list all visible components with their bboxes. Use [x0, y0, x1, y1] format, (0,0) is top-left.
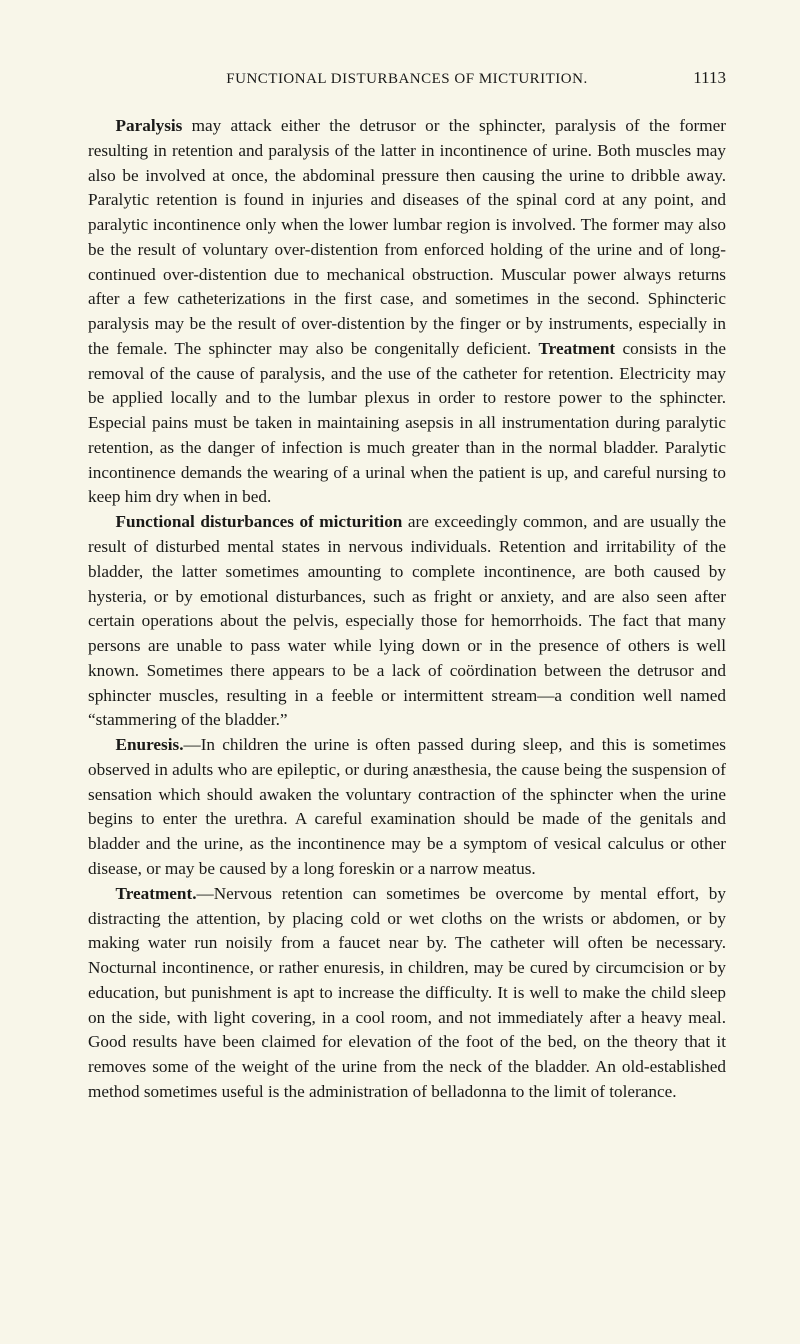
body-enuresis: —In children the urine is often passed d…	[88, 735, 726, 878]
running-head: FUNCTIONAL DISTURBANCES OF MICTURITION. …	[88, 68, 726, 88]
lead-functional: Functional disturbances of micturition	[116, 512, 403, 531]
running-title: FUNCTIONAL DISTURBANCES OF MICTURITION.	[148, 71, 666, 88]
paragraph-treatment: Treatment.—Nervous retention can sometim…	[88, 882, 726, 1105]
paragraph-paralysis: Paralysis may attack either the detrusor…	[88, 114, 726, 510]
paragraph-functional: Functional disturbances of micturition a…	[88, 510, 726, 733]
lead-paralysis: Paralysis	[116, 116, 183, 135]
paragraph-enuresis: Enuresis.—In children the urine is often…	[88, 733, 726, 882]
body-paralysis-2: consists in the removal of the cause of …	[88, 339, 726, 507]
body-functional: are exceedingly common, and are usually …	[88, 512, 726, 729]
body-treatment: —Nervous retention can sometimes be over…	[88, 884, 726, 1101]
page-number: 1113	[666, 68, 726, 88]
lead-treatment-inline: Treatment	[538, 339, 615, 358]
lead-treatment: Treatment.	[116, 884, 197, 903]
lead-enuresis: Enuresis.	[116, 735, 184, 754]
page: FUNCTIONAL DISTURBANCES OF MICTURITION. …	[0, 0, 800, 1344]
body-paralysis-1: may attack either the detrusor or the sp…	[88, 116, 726, 358]
